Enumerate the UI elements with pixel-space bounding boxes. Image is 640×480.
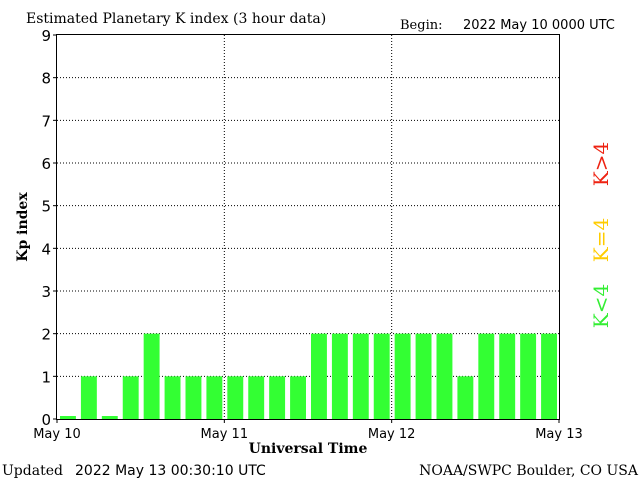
legend-label: K>4: [589, 142, 613, 186]
kp-bar: [499, 333, 516, 419]
x-tick-label: May 13: [535, 427, 583, 442]
y-tick-label: 2: [41, 326, 51, 344]
begin-value: 2022 May 10 0000 UTC: [463, 18, 615, 33]
updated-value: 2022 May 13 00:30:10 UTC: [75, 463, 266, 479]
x-tick-label: May 10: [33, 427, 81, 442]
kp-bar: [478, 333, 495, 419]
source-credit: NOAA/SWPC Boulder, CO USA: [419, 463, 639, 479]
kp-bar: [185, 376, 202, 419]
kp-bar: [80, 376, 97, 419]
kp-bar: [248, 376, 265, 419]
kp-bar: [143, 333, 160, 419]
kp-bar: [101, 416, 118, 419]
kp-bar: [206, 376, 223, 419]
kp-bar: [457, 376, 474, 419]
y-tick-label: 3: [41, 283, 51, 301]
kp-bar: [269, 376, 286, 419]
kp-bar: [60, 416, 76, 419]
legend-label: K=4: [589, 218, 613, 262]
kp-bar: [415, 333, 432, 419]
y-axis-label: Kp index: [15, 192, 31, 262]
kp-bar: [352, 333, 369, 419]
kp-bar: [164, 376, 181, 419]
x-tick-label: May 11: [201, 427, 249, 442]
updated-label: Updated: [2, 463, 63, 479]
kp-bar: [520, 333, 537, 419]
kp-bar: [311, 333, 327, 419]
y-tick-label: 9: [41, 27, 51, 45]
y-tick-label: 7: [41, 112, 51, 130]
kp-bar: [373, 333, 390, 419]
x-tick-label: May 12: [368, 427, 416, 442]
x-axis-label: Universal Time: [249, 441, 368, 457]
y-tick-label: 1: [41, 368, 51, 386]
kp-bar: [227, 376, 244, 419]
kp-bar: [541, 333, 557, 419]
kp-bar: [122, 376, 139, 419]
chart-title: Estimated Planetary K index (3 hour data…: [26, 11, 326, 27]
y-tick-label: 5: [41, 198, 51, 216]
kp-bar: [436, 333, 453, 419]
plot-frame: [56, 34, 560, 420]
kp-bar: [290, 376, 306, 419]
begin-label: Begin:: [400, 18, 442, 33]
y-tick-label: 6: [41, 155, 51, 173]
legend-label: K<4: [589, 284, 613, 328]
y-tick-label: 4: [41, 240, 51, 258]
kp-bar: [331, 333, 348, 419]
y-tick-label: 8: [41, 70, 51, 88]
kp-bar: [394, 333, 411, 419]
y-tick-label: 0: [41, 411, 51, 429]
